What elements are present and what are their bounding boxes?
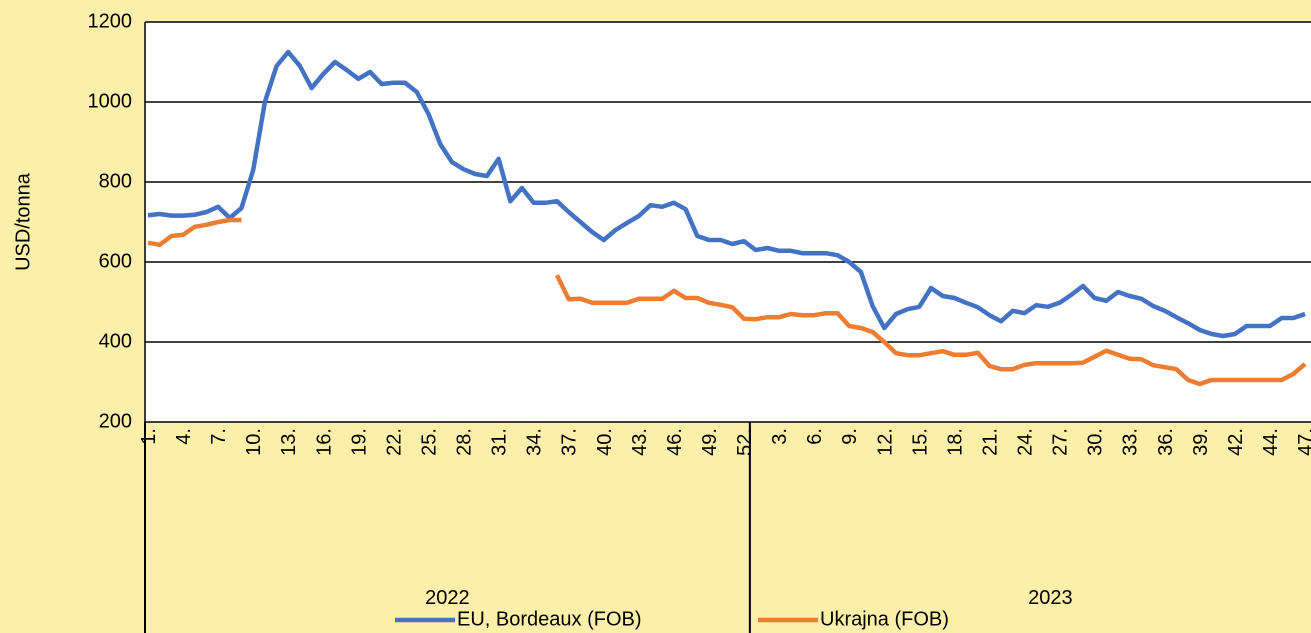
x-tick-label: 36. — [1155, 428, 1177, 456]
y-tick-label: 600 — [99, 250, 132, 272]
x-tick-label: 31. — [489, 428, 511, 456]
y-tick-label: 400 — [99, 330, 132, 352]
x-tick-label: 37. — [559, 428, 581, 456]
y-tick-label: 800 — [99, 170, 132, 192]
group-label: 2023 — [1028, 587, 1073, 609]
legend-label: EU, Bordeaux (FOB) — [457, 608, 642, 630]
x-tick-label: 40. — [594, 428, 616, 456]
x-tick-label: 21. — [979, 428, 1001, 456]
x-tick-label: 34. — [524, 428, 546, 456]
x-tick-label: 46. — [664, 428, 686, 456]
legend-label: Ukrajna (FOB) — [820, 608, 949, 630]
x-tick-label: 24. — [1015, 428, 1037, 456]
x-tick-label: 10. — [243, 428, 265, 456]
group-label: 2022 — [425, 587, 470, 609]
plot-area — [145, 22, 1311, 422]
x-tick-label: 9. — [839, 428, 861, 445]
x-tick-label: 15. — [909, 428, 931, 456]
x-tick-label: 6. — [804, 428, 826, 445]
x-tick-label: 33. — [1120, 428, 1142, 456]
y-tick-label: 1200 — [88, 10, 133, 32]
x-tick-label: 27. — [1050, 428, 1072, 456]
x-tick-label: 43. — [629, 428, 651, 456]
x-tick-label: 3. — [769, 428, 791, 445]
x-tick-label: 4. — [173, 428, 195, 445]
series-line — [147, 49, 1306, 339]
x-tick-label: 49. — [699, 428, 721, 456]
x-tick-label: 30. — [1085, 428, 1107, 456]
x-tick-label: 16. — [313, 428, 335, 456]
x-tick-label: 1. — [138, 428, 160, 445]
x-tick-label: 39. — [1190, 428, 1212, 456]
x-tick-label: 22. — [383, 428, 405, 456]
x-tick-label: 19. — [348, 428, 370, 456]
x-tick-label: 7. — [208, 428, 230, 445]
x-tick-label: 18. — [944, 428, 966, 456]
x-tick-label: 13. — [278, 428, 300, 456]
x-tick-label: 42. — [1225, 428, 1247, 456]
x-tick-label: 25. — [418, 428, 440, 456]
x-tick-label: 28. — [454, 428, 476, 456]
x-tick-label: 52. — [734, 428, 756, 456]
series-line — [147, 217, 1307, 387]
y-tick-label: 1000 — [88, 90, 133, 112]
x-tick-label: 47. — [1295, 428, 1311, 456]
x-tick-label: 44. — [1260, 428, 1282, 456]
x-tick-label: 12. — [874, 428, 896, 456]
y-tick-label: 200 — [99, 410, 132, 432]
y-axis-label: USD/tonna — [12, 172, 34, 271]
